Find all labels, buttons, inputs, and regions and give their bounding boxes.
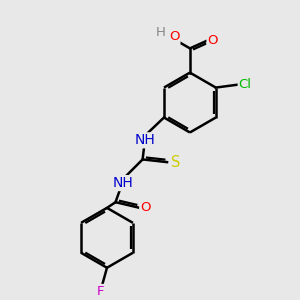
Text: O: O [208, 34, 218, 47]
Text: O: O [140, 201, 151, 214]
Text: O: O [169, 31, 179, 44]
Text: H: H [156, 26, 166, 40]
Text: F: F [97, 285, 104, 298]
Text: S: S [171, 155, 180, 170]
Text: NH: NH [134, 133, 155, 147]
Text: NH: NH [112, 176, 133, 190]
Text: Cl: Cl [239, 78, 252, 91]
